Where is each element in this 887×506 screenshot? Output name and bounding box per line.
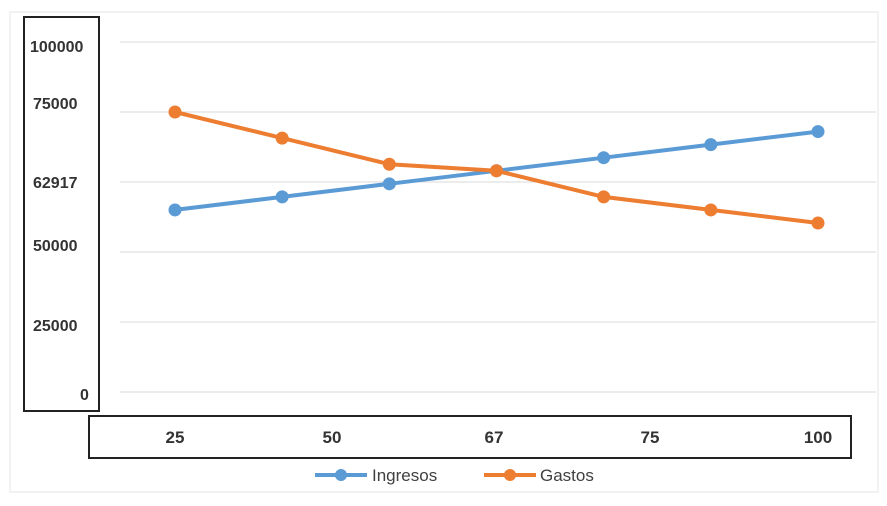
legend-label-gastos: Gastos — [540, 466, 594, 485]
data-point-gastos — [490, 164, 503, 178]
legend-marker-gastos — [504, 469, 516, 481]
y-tick-label: 50000 — [33, 238, 78, 255]
y-tick-label: 75000 — [33, 96, 78, 113]
data-point-ingresos — [275, 190, 289, 204]
legend: Ingresos Gastos — [315, 466, 594, 485]
data-point-ingresos — [382, 177, 396, 191]
data-point-gastos — [811, 216, 825, 230]
x-tick-label: 75 — [641, 428, 660, 447]
y-axis-box — [23, 16, 100, 412]
x-tick-label: 100 — [804, 428, 832, 447]
data-point-gastos — [382, 157, 396, 171]
data-point-ingresos — [704, 138, 718, 152]
y-tick-label: 0 — [80, 387, 89, 404]
x-tick-label: 25 — [166, 428, 185, 447]
data-point-gastos — [704, 203, 718, 217]
y-tick-label: 100000 — [30, 39, 83, 56]
data-point-ingresos — [811, 125, 825, 139]
data-point-gastos — [597, 190, 611, 204]
legend-label-ingresos: Ingresos — [372, 466, 437, 485]
data-point-gastos — [168, 105, 182, 119]
data-point-gastos — [275, 131, 289, 145]
x-tick-label: 50 — [323, 428, 342, 447]
x-tick-label: 67 — [485, 428, 504, 447]
data-point-ingresos — [597, 151, 611, 165]
series-layer — [168, 105, 825, 230]
chart-area-frame — [9, 11, 879, 493]
y-tick-label: 62917 — [33, 175, 78, 192]
x-axis-box — [88, 415, 852, 459]
y-tick-label: 25000 — [33, 318, 78, 335]
data-point-ingresos — [168, 203, 182, 217]
legend-marker-ingresos — [335, 469, 347, 481]
gridlines — [120, 41, 876, 393]
